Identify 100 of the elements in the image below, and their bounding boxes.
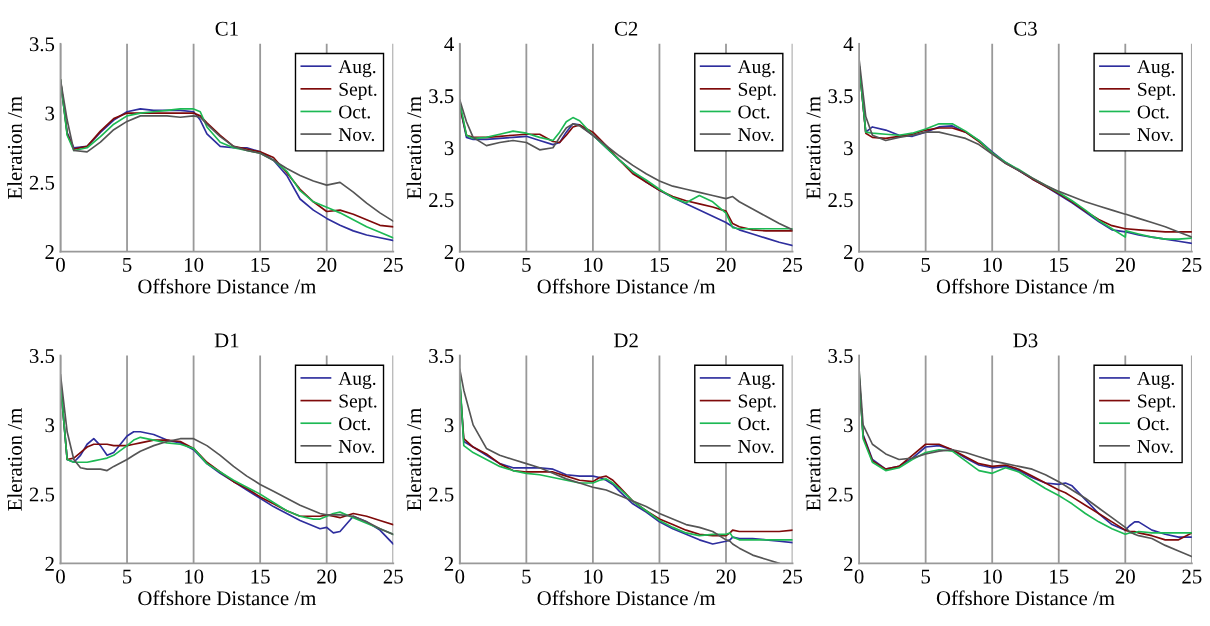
x-tick-label: 15 — [251, 569, 270, 584]
x-tick-label: 15 — [251, 257, 270, 272]
x-tick-label: 10 — [983, 569, 1002, 584]
y-axis-title: Eleration /m — [7, 96, 22, 199]
legend-label: Aug. — [338, 371, 376, 389]
legend-label: Aug. — [1137, 60, 1174, 78]
y-tick-label: 2.5 — [429, 487, 454, 502]
legend-label: Nov. — [738, 128, 774, 142]
y-axis-title: Eleration /m — [406, 408, 422, 511]
y-axis-title: Eleration /m — [406, 96, 422, 199]
x-tick-label: 15 — [1050, 257, 1069, 272]
legend-label: Nov. — [1137, 128, 1173, 142]
x-tick-label: 25 — [383, 257, 403, 272]
x-tick-label: 15 — [1050, 569, 1069, 584]
x-tick-label: 5 — [123, 569, 132, 584]
y-tick-label: 2.5 — [828, 193, 853, 208]
legend-label: Aug. — [737, 371, 775, 389]
y-tick-label: 2 — [844, 245, 853, 259]
y-tick-label: 3 — [444, 418, 454, 433]
legend-label: Oct. — [1137, 417, 1169, 431]
y-tick-label: 2 — [844, 556, 853, 571]
x-tick-label: 20 — [1115, 257, 1135, 272]
legend-label: Nov. — [738, 439, 774, 453]
x-tick-label: 20 — [716, 257, 736, 272]
x-tick-label: 20 — [716, 569, 736, 584]
chart-title: C3 — [1014, 21, 1037, 36]
y-tick-label: 3 — [844, 141, 853, 156]
y-tick-label: 3.5 — [828, 89, 853, 104]
legend-label: Sept. — [738, 82, 776, 100]
legend-label: Nov. — [338, 128, 375, 142]
y-tick-label: 3 — [45, 418, 55, 433]
legend-label: Aug. — [737, 60, 775, 78]
chart-title: C2 — [614, 21, 638, 36]
y-axis-title: Eleration /m — [7, 408, 22, 511]
legend-label: Sept. — [738, 394, 776, 412]
x-tick-label: 15 — [650, 569, 670, 584]
chart-title: D1 — [214, 333, 239, 348]
x-axis-title: Offshore Distance /m — [936, 590, 1115, 606]
y-tick-label: 2 — [45, 245, 54, 259]
y-tick-label: 2.5 — [429, 193, 454, 208]
y-tick-label: 3.5 — [429, 89, 454, 104]
x-tick-label: 25 — [783, 569, 803, 584]
legend-label: Oct. — [339, 417, 370, 431]
x-tick-label: 0 — [854, 569, 864, 584]
x-tick-label: 5 — [522, 569, 531, 584]
y-tick-label: 3.5 — [429, 349, 454, 364]
x-tick-label: 25 — [783, 257, 803, 272]
x-axis-title: Offshore Distance /m — [537, 278, 716, 294]
y-tick-label: 2 — [444, 245, 454, 259]
x-tick-label: 0 — [455, 569, 465, 584]
y-tick-label: 3.5 — [29, 37, 55, 52]
legend-label: Oct. — [1137, 105, 1169, 119]
x-tick-label: 25 — [1182, 257, 1202, 272]
y-tick-label: 3 — [844, 418, 853, 433]
x-tick-label: 10 — [185, 257, 204, 272]
legend-label: Oct. — [738, 105, 770, 119]
chart-title: D2 — [614, 333, 638, 348]
x-tick-label: 0 — [56, 569, 65, 584]
y-tick-label: 2.5 — [29, 175, 55, 190]
x-tick-label: 0 — [56, 257, 65, 272]
legend-label: Aug. — [338, 60, 376, 78]
x-axis-title: Offshore Distance /m — [138, 278, 317, 294]
x-tick-label: 10 — [584, 569, 603, 584]
y-tick-label: 3.5 — [29, 349, 55, 364]
x-axis-title: Offshore Distance /m — [537, 590, 716, 606]
chart-title: D3 — [1013, 333, 1038, 348]
x-tick-label: 5 — [921, 569, 931, 584]
x-axis-title: Offshore Distance /m — [138, 590, 317, 606]
x-tick-label: 10 — [983, 257, 1002, 272]
y-axis-title: Eleration /m — [805, 408, 821, 511]
y-tick-label: 3 — [444, 141, 454, 156]
y-axis-title: Eleration /m — [805, 96, 821, 199]
legend-label: Oct. — [738, 417, 770, 431]
y-tick-label: 2.5 — [828, 487, 853, 502]
x-axis-title: Offshore Distance /m — [936, 278, 1115, 294]
x-tick-label: 15 — [650, 257, 670, 272]
legend-label: Nov. — [338, 439, 375, 453]
y-tick-label: 2 — [444, 556, 454, 571]
x-tick-label: 10 — [185, 569, 204, 584]
x-tick-label: 20 — [1115, 569, 1135, 584]
x-tick-label: 10 — [584, 257, 603, 272]
legend-label: Sept. — [1138, 394, 1176, 412]
x-tick-label: 20 — [317, 569, 337, 584]
x-tick-label: 5 — [921, 258, 931, 272]
chart-title: C1 — [215, 21, 238, 36]
legend-label: Sept. — [339, 82, 377, 100]
x-tick-label: 0 — [455, 257, 465, 272]
x-tick-label: 25 — [383, 569, 403, 584]
y-tick-label: 2.5 — [29, 487, 55, 502]
x-tick-label: 5 — [123, 258, 132, 272]
y-tick-label: 4 — [444, 37, 454, 52]
y-tick-label: 3 — [45, 106, 55, 121]
legend-label: Aug. — [1137, 371, 1174, 389]
y-tick-label: 4 — [843, 37, 854, 52]
x-tick-label: 25 — [1182, 569, 1202, 584]
y-tick-label: 2 — [45, 556, 54, 571]
legend-label: Sept. — [339, 394, 377, 412]
legend-label: Oct. — [339, 105, 370, 119]
x-tick-label: 20 — [317, 257, 337, 272]
x-tick-label: 5 — [522, 258, 531, 272]
